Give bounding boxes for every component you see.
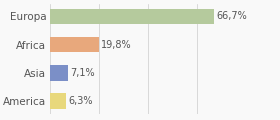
Text: 19,8%: 19,8% <box>101 40 132 50</box>
Bar <box>50 65 68 81</box>
Text: 7,1%: 7,1% <box>70 68 95 78</box>
Bar <box>50 37 99 52</box>
Text: 6,3%: 6,3% <box>68 96 93 106</box>
Text: 66,7%: 66,7% <box>216 11 247 21</box>
Bar <box>50 9 214 24</box>
Bar <box>50 93 66 109</box>
